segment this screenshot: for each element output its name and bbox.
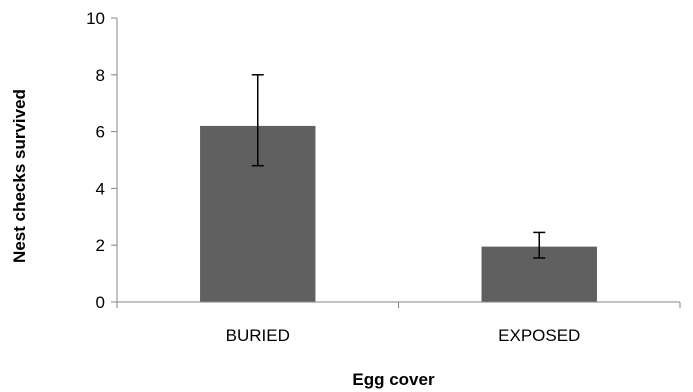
y-tick-label: 2 <box>96 236 105 255</box>
y-tick-label: 8 <box>96 66 105 85</box>
y-tick-label: 4 <box>96 179 105 198</box>
error-bars-layer <box>251 74 546 259</box>
y-tick-label: 10 <box>86 9 105 28</box>
y-axis-title: Nest checks survived <box>10 89 29 263</box>
y-tick-label: 6 <box>96 123 105 142</box>
error-bar-exposed <box>533 231 546 259</box>
x-tick-label-buried: BURIED <box>226 326 290 345</box>
x-tick-label-exposed: EXPOSED <box>498 326 580 345</box>
x-ticks-layer: BURIED EXPOSED <box>116 302 681 345</box>
y-ticks-layer: 0 2 4 6 8 10 <box>86 9 117 312</box>
y-tick-label: 0 <box>96 293 105 312</box>
bars-layer <box>200 125 597 302</box>
x-axis-title: Egg cover <box>352 370 435 389</box>
error-bar-buried <box>251 74 264 167</box>
